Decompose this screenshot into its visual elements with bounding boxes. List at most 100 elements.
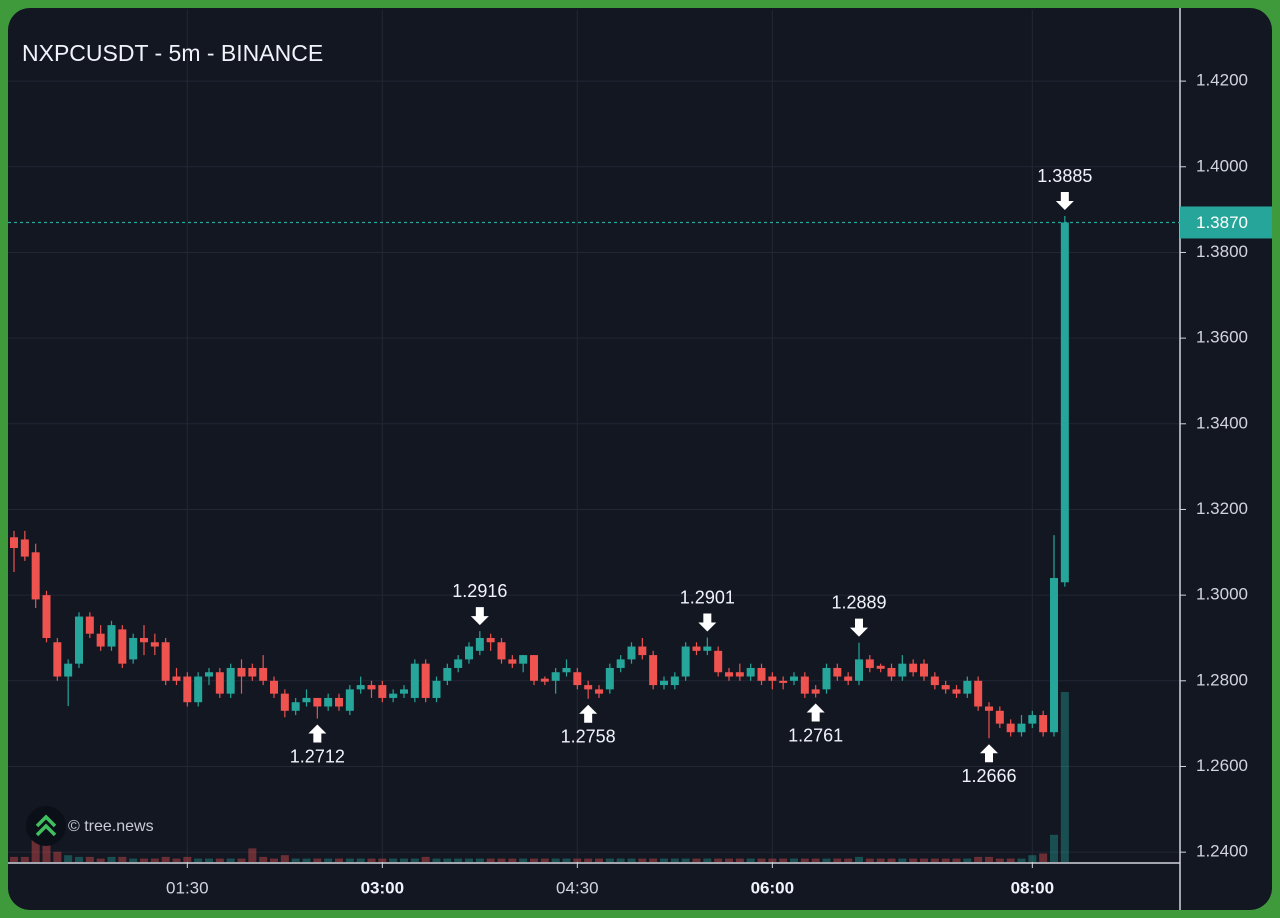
volume-bar: [443, 858, 452, 862]
volume-bar: [129, 858, 138, 862]
candle-body: [10, 537, 18, 549]
volume-bar: [1060, 692, 1069, 862]
x-tick-label: 08:00: [1011, 878, 1054, 897]
candle-body: [313, 697, 322, 707]
volume-bar: [779, 858, 788, 862]
volume-bar: [757, 858, 766, 862]
candle-body: [519, 655, 528, 664]
candle-body: [454, 659, 463, 668]
volume-bar: [768, 858, 777, 862]
volume-bar: [237, 858, 246, 862]
candle-body: [1017, 723, 1026, 733]
volume-bar: [616, 858, 625, 862]
candle-body: [681, 646, 690, 677]
volume-bar: [670, 858, 679, 862]
volume-bar: [465, 858, 473, 862]
candle-body: [660, 680, 668, 686]
volume-bar: [995, 858, 1004, 862]
candle-body: [410, 663, 419, 698]
candle-body: [670, 676, 679, 686]
volume-bar: [985, 856, 993, 862]
volume-bar: [920, 858, 928, 862]
volume-bar: [118, 856, 127, 862]
volume-bar: [10, 856, 18, 862]
candle-body: [844, 676, 853, 681]
volume-bar: [1006, 858, 1015, 862]
volume-bar: [324, 858, 333, 862]
x-tick-label: 06:00: [751, 878, 794, 897]
annotation: 1.2889: [831, 592, 886, 612]
volume-bar: [1050, 834, 1058, 862]
volume-bar: [649, 858, 658, 862]
volume-bar: [714, 858, 723, 862]
volume-bar: [638, 858, 647, 862]
volume-bar: [735, 858, 744, 862]
candle-body: [400, 689, 408, 694]
candle-body: [930, 676, 939, 686]
volume-bar: [356, 858, 365, 862]
candle-body: [486, 637, 495, 643]
volume-bar: [31, 838, 40, 862]
candle-body: [53, 642, 62, 677]
volume-bar: [20, 856, 29, 862]
volume-bar: [909, 858, 918, 862]
volume-bar: [530, 858, 538, 862]
candle-body: [616, 659, 625, 668]
y-tick-label: 1.3000: [1196, 585, 1248, 604]
volume-bar: [140, 858, 148, 862]
volume-bar: [161, 856, 170, 862]
annotation: 1.2758: [561, 727, 616, 747]
candle-body: [356, 685, 365, 690]
y-tick-label: 1.2800: [1196, 670, 1248, 689]
x-tick-label: 03:00: [361, 878, 404, 897]
volume-bar: [183, 856, 192, 862]
candle-body: [140, 637, 148, 643]
candle-body: [638, 646, 647, 656]
candle-body: [811, 689, 820, 694]
volume-bar: [172, 858, 181, 862]
volume-bar: [833, 858, 842, 862]
candle-body: [985, 706, 993, 711]
candle-body: [20, 539, 29, 557]
chart-title: NXPCUSDT - 5m - BINANCE: [22, 40, 323, 66]
candle-body: [248, 667, 257, 677]
volume-bar: [703, 858, 712, 862]
volume-bar: [952, 858, 961, 862]
candle-body: [768, 676, 777, 681]
y-tick-label: 1.3600: [1196, 328, 1248, 347]
volume-bar: [96, 858, 105, 862]
volume-bar: [280, 855, 289, 862]
candle-body: [215, 672, 224, 694]
candle-body: [627, 646, 636, 660]
volume-bar: [822, 858, 831, 862]
candle-body: [963, 680, 972, 694]
volume-bar: [1039, 853, 1048, 862]
candle-body: [335, 697, 343, 707]
candle-body: [573, 672, 582, 686]
volume-bar: [150, 858, 159, 862]
candle-body: [226, 667, 235, 694]
candle-body: [31, 552, 40, 600]
volume-bar: [335, 858, 343, 862]
volume-bar: [974, 856, 983, 862]
volume-bar: [313, 858, 322, 862]
volume-bar: [64, 855, 73, 862]
candle-body: [497, 642, 506, 660]
arrow: [308, 724, 327, 743]
volume-bar: [876, 858, 885, 862]
volume-bar: [270, 858, 278, 862]
last-price-label: 1.3870: [1196, 213, 1248, 232]
annotation: 1.2761: [788, 725, 843, 745]
candle-body: [898, 663, 907, 677]
last-price-box: [1180, 206, 1272, 239]
volume-bar: [400, 858, 408, 862]
candle-body: [280, 693, 289, 711]
volume-bar: [519, 858, 528, 862]
candle-body: [85, 616, 94, 634]
candle-body: [194, 676, 203, 703]
candle-body: [96, 633, 105, 647]
candle-body: [800, 676, 809, 694]
candle-body: [941, 685, 950, 690]
y-tick-label: 1.3400: [1196, 413, 1248, 432]
